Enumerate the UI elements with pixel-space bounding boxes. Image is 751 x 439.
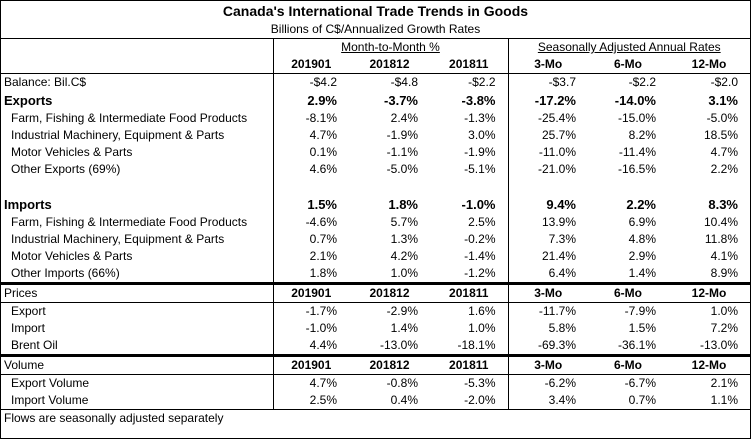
table-row: Other Exports (69%) 4.6% -5.0% -5.1% -21… (11, 161, 738, 178)
table-title: Canada's International Trade Trends in G… (222, 3, 529, 19)
table-row: Other Imports (66%) 1.8% 1.0% -1.2% 6.4%… (1, 265, 750, 284)
col-header: 201812 (369, 57, 410, 71)
col-header: 3-Mo (507, 56, 588, 74)
section-label-prices: Prices (1, 282, 273, 303)
col-header: 201811 (449, 57, 489, 71)
table-row: Brent Oil 4.4% -13.0% -18.1% -69.3% -36.… (1, 337, 750, 356)
trade-table: Canada's International Trade Trends in G… (1, 1, 750, 427)
table-row: Prices 201901 201812 201811 3-Mo 6-Mo 12… (1, 282, 750, 303)
section-label-imports: Imports (4, 197, 52, 212)
table-row: Export Volume 4.7% -0.8% -5.3% -6.2% -6.… (1, 374, 750, 392)
table-row: Farm, Fishing & Intermediate Food Produc… (11, 214, 738, 231)
table-row: Motor Vehicles & Parts 2.1% 4.2% -1.4% 2… (11, 248, 738, 265)
col-header: 201901 (272, 56, 349, 74)
table-row: Export -1.7% -2.9% 1.6% -11.7% -7.9% 1.0… (1, 302, 750, 320)
table-row: Industrial Machinery, Equipment & Parts … (11, 127, 738, 144)
footnote: Flows are seasonally adjusted separately (1, 409, 750, 427)
table-row: Motor Vehicles & Parts 0.1% -1.1% -1.9% … (11, 144, 738, 161)
section-label-exports: Exports (4, 93, 53, 108)
group-header-mom: Month-to-Month % (341, 40, 440, 54)
table-row: Import -1.0% 1.4% 1.0% 5.8% 1.5% 7.2% (11, 320, 738, 337)
section-label-volume: Volume (1, 354, 273, 375)
col-header: 6-Mo (614, 57, 642, 71)
table-row: Industrial Machinery, Equipment & Parts … (11, 231, 738, 248)
col-header: 12-Mo (691, 57, 727, 71)
table-row: Import Volume 2.5% 0.4% -2.0% 3.4% 0.7% … (1, 392, 750, 410)
table-row: Exports 2.9% -3.7% -3.8% -17.2% -14.0% 3… (1, 91, 750, 110)
table-row: Imports 1.5% 1.8% -1.0% 9.4% 2.2% 8.3% (1, 195, 750, 214)
table-subtitle: Billions of C$/Annualized Growth Rates (270, 22, 481, 36)
table-row: Farm, Fishing & Intermediate Food Produc… (11, 110, 738, 127)
row-label: Balance: Bil.C$ (1, 73, 273, 91)
group-header-saar: Seasonally Adjusted Annual Rates (537, 40, 721, 54)
table-row: Balance: Bil.C$ -$4.2 -$4.8 -$2.2 -$3.7 … (1, 73, 750, 91)
table-row: Volume 201901 201812 201811 3-Mo 6-Mo 12… (1, 354, 750, 375)
